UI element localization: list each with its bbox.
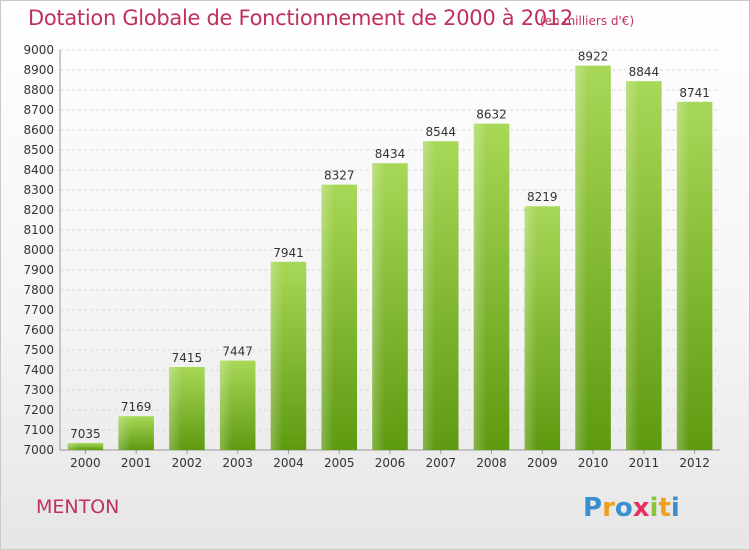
chart-title: Dotation Globale de Fonctionnement de 20…	[28, 6, 573, 30]
bar	[67, 443, 104, 450]
y-tick-label: 7900	[23, 263, 54, 277]
bar-highlight	[270, 261, 284, 450]
value-label: 8844	[629, 65, 660, 79]
value-label: 8741	[679, 86, 710, 100]
y-tick-label: 7700	[23, 303, 54, 317]
y-tick-label: 7300	[23, 383, 54, 397]
value-label: 7035	[70, 427, 101, 441]
x-tick-label: 2007	[425, 456, 456, 470]
x-tick-label: 2000	[70, 456, 101, 470]
bar-highlight	[524, 206, 537, 450]
x-tick-label: 2002	[172, 456, 203, 470]
value-label: 8632	[476, 108, 507, 122]
y-tick-label: 7500	[23, 343, 54, 357]
svg-text:Proxiti: Proxiti	[583, 493, 680, 523]
x-tick-label: 2003	[222, 456, 253, 470]
commune-name: MENTON	[36, 496, 120, 518]
x-axis-ticks: 2000 2001 2002 2003 2004 2005 2006 2007 2008 2009…	[70, 450, 710, 470]
y-tick-label: 8400	[23, 163, 54, 177]
y-tick-label: 7600	[23, 323, 54, 337]
proxiti-logo: Proxiti	[583, 493, 680, 523]
bar-highlight	[321, 184, 334, 450]
bar-highlight	[473, 123, 487, 450]
value-label: 8922	[578, 50, 609, 64]
x-tick-label: 2009	[527, 456, 558, 470]
x-tick-label: 2001	[121, 456, 152, 470]
y-tick-label: 8600	[23, 123, 54, 137]
x-tick-label: 2010	[578, 456, 609, 470]
bar-highlight	[372, 163, 385, 450]
value-label: 8544	[425, 125, 456, 139]
value-label: 7169	[121, 400, 152, 414]
bar-highlight	[118, 416, 131, 450]
x-tick-label: 2006	[375, 456, 406, 470]
y-tick-label: 8200	[23, 203, 54, 217]
y-axis-ticks: 7000 7100 7200 7300 7400 7500 7600 7700 7800 7900…	[23, 43, 54, 457]
value-labels: 7035 7169 7415 7447 7941 8327 8434 8544 8632 8219…	[70, 50, 710, 441]
y-tick-label: 8800	[23, 83, 54, 97]
y-tick-label: 8100	[23, 223, 54, 237]
value-label: 7447	[222, 345, 253, 359]
y-tick-label: 7800	[23, 283, 54, 297]
chart-unit: (en milliers d'€)	[540, 14, 635, 28]
y-tick-label: 8000	[23, 243, 54, 257]
value-label: 8327	[324, 169, 355, 183]
x-tick-label: 2008	[476, 456, 507, 470]
value-label: 7941	[273, 246, 304, 260]
value-label: 7415	[172, 351, 203, 365]
y-tick-label: 9000	[23, 43, 54, 57]
bar-highlight	[676, 101, 690, 451]
y-tick-label: 7200	[23, 403, 54, 417]
bar-highlight	[575, 65, 588, 450]
bar-highlight	[626, 81, 639, 450]
x-tick-label: 2004	[273, 456, 304, 470]
y-tick-label: 7400	[23, 363, 54, 377]
y-tick-label: 7000	[23, 443, 54, 457]
value-label: 8219	[527, 190, 558, 204]
bar-highlight	[67, 443, 81, 450]
bar-highlight	[423, 141, 436, 450]
bar-highlight	[219, 360, 233, 450]
y-tick-label: 8900	[23, 63, 54, 77]
x-tick-label: 2005	[324, 456, 355, 470]
bar-highlight	[169, 367, 182, 450]
y-tick-label: 8500	[23, 143, 54, 157]
x-tick-label: 2011	[629, 456, 660, 470]
y-tick-label: 8700	[23, 103, 54, 117]
y-tick-label: 7100	[23, 423, 54, 437]
bars	[67, 65, 713, 451]
x-tick-label: 2012	[679, 456, 710, 470]
y-tick-label: 8300	[23, 183, 54, 197]
value-label: 8434	[375, 147, 406, 161]
